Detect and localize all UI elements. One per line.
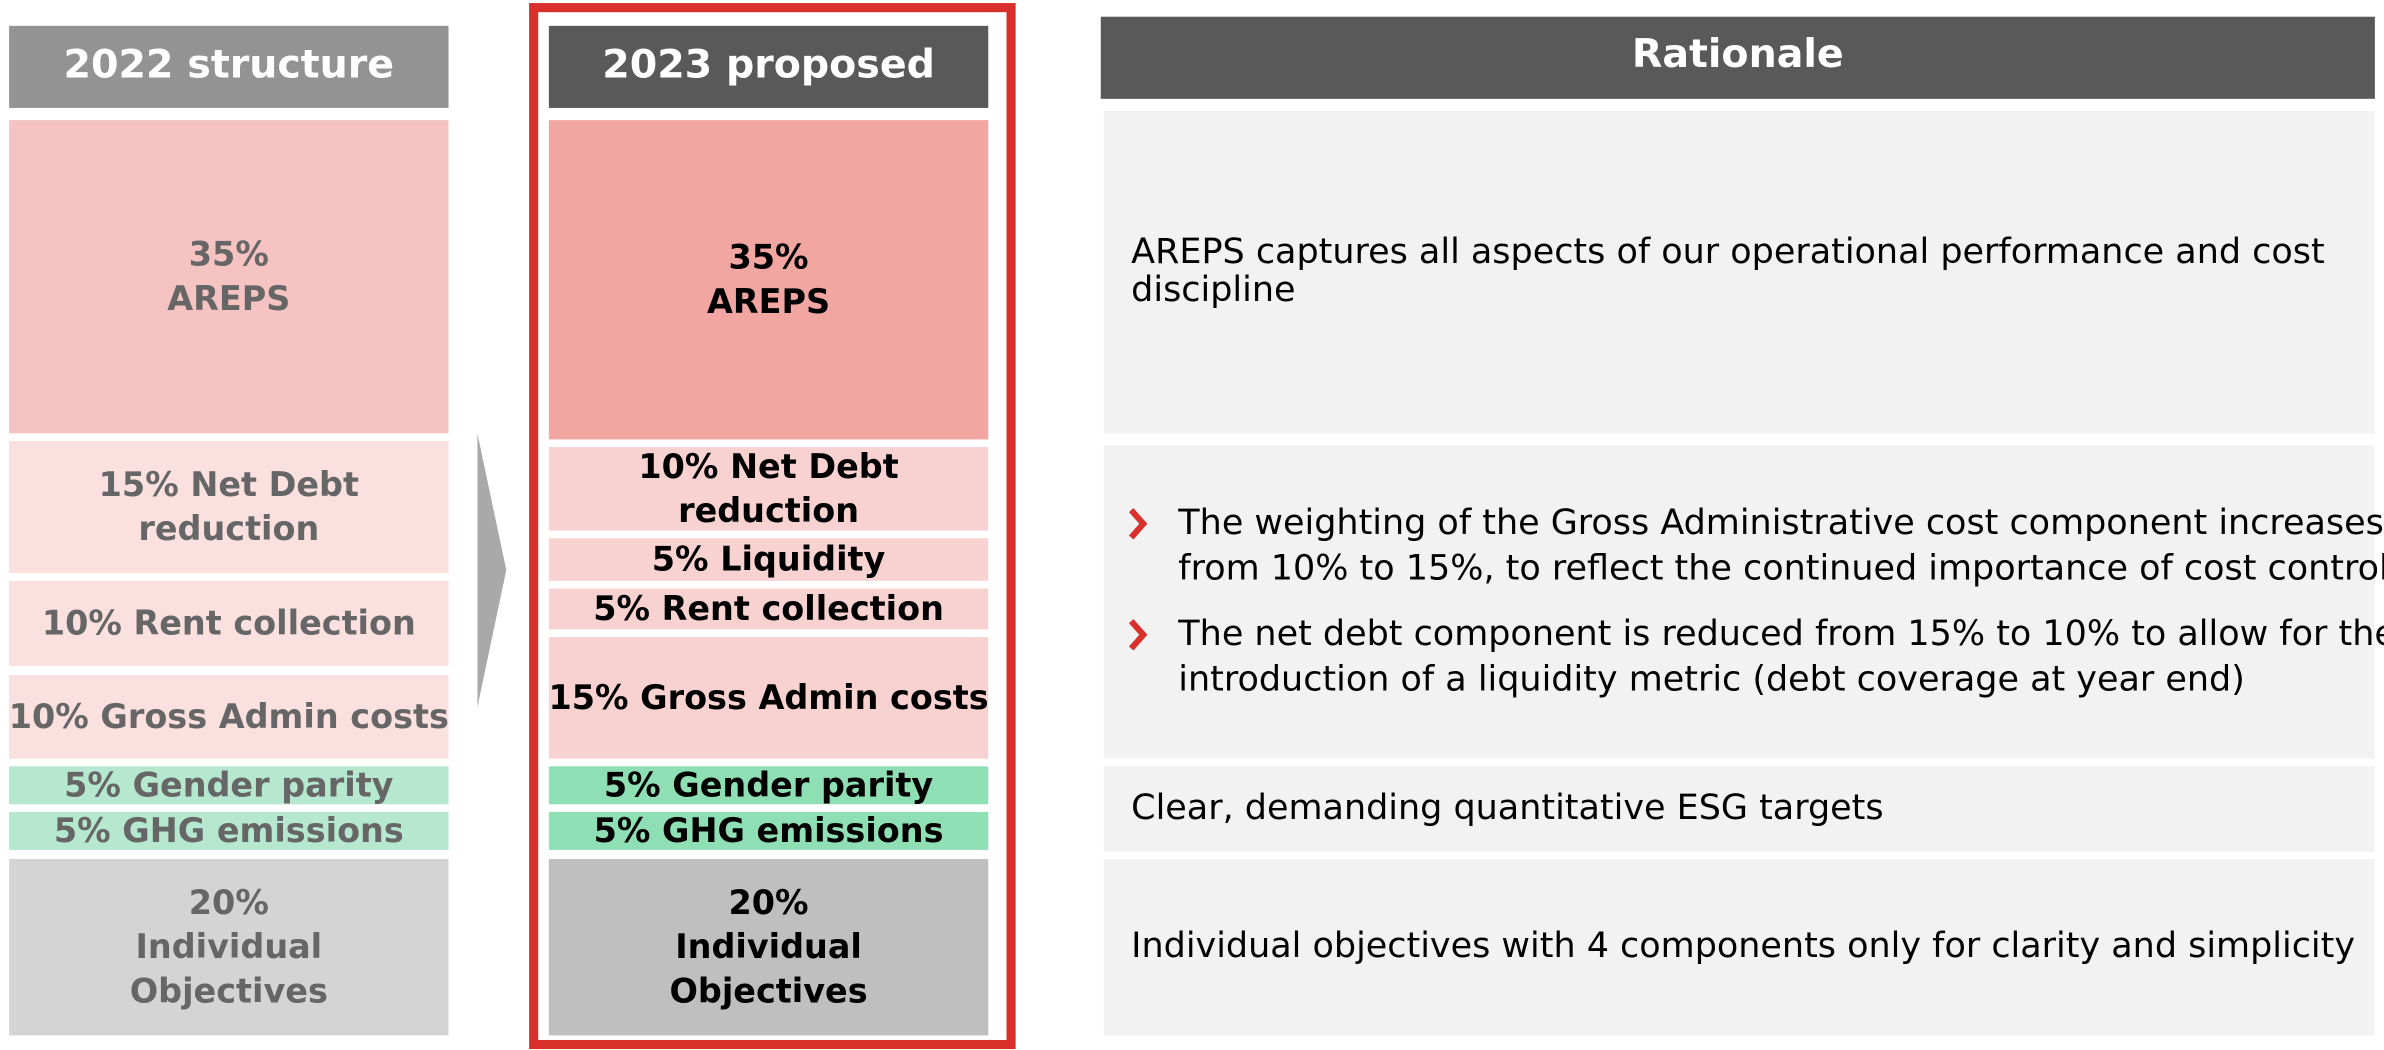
text-line: AREPS [707,282,830,321]
text-line: Individual [675,927,862,966]
text-line: 35% [189,235,269,274]
block [9,120,449,434]
text-line: 5% Rent collection [593,589,944,628]
text-line: 5% Gender parity [64,765,394,804]
text-line: from 10% to 15%, to reflect the continue… [1178,548,2384,588]
text-line: AREPS captures all aspects of our operat… [1131,232,2325,272]
block [9,580,449,666]
block [9,859,449,1036]
block [548,766,989,805]
text-line: 35% [729,238,809,277]
bullet-chevron [1128,508,1148,540]
arrow [477,433,507,707]
rationale-row [1103,859,2375,1036]
text-line: Clear, demanding quantitative ESG target… [1131,788,1883,828]
header: 2022 structure [64,41,394,87]
block [548,538,989,581]
text-line: 5% GHG emissions [54,811,404,850]
text-line: The weighting of the Gross Administrativ… [1177,503,2384,543]
text-line: Objectives [130,971,328,1010]
block [548,588,989,630]
text-line: 10% Gross Admin costs [9,697,449,736]
block [9,766,449,805]
text-line: introduction of a liquidity metric (debt… [1178,659,2245,699]
text-line: reduction [678,491,859,530]
text-line: Objectives [669,971,867,1010]
block [9,811,449,850]
text-line: Individual [135,927,322,966]
rationale-row [1103,445,2375,759]
rationale-row [1103,110,2375,434]
text-line: 10% Net Debt [638,447,898,486]
text-line: 10% Rent collection [42,603,416,642]
text-line: discipline [1131,270,1295,310]
header-box [9,25,449,108]
rationale-row [1103,766,2375,852]
text-line: 20% [729,883,809,922]
header: Rationale [1632,31,1844,77]
text-line: 15% Net Debt [99,465,359,504]
text-line: Individual objectives with 4 components … [1131,926,2355,966]
header: 2023 proposed [602,41,935,87]
block [548,120,989,440]
text-line: AREPS [167,279,290,318]
block [548,859,989,1036]
header-box [1100,16,2375,99]
text-line: 15% Gross Admin costs [548,678,988,717]
text-line: The net debt component is reduced from 1… [1177,614,2384,654]
text-line: 5% Gender parity [604,765,934,804]
highlight-frame [529,3,1016,1050]
block [9,675,449,759]
bullet-chevron [1128,619,1148,651]
block [548,637,989,759]
text-line: 5% GHG emissions [594,811,944,850]
text-line: 20% [189,883,269,922]
text-line: reduction [138,509,319,548]
text-line: 5% Liquidity [652,540,886,579]
block [9,440,449,574]
block [548,447,989,531]
header-box [548,25,989,108]
block [548,811,989,850]
